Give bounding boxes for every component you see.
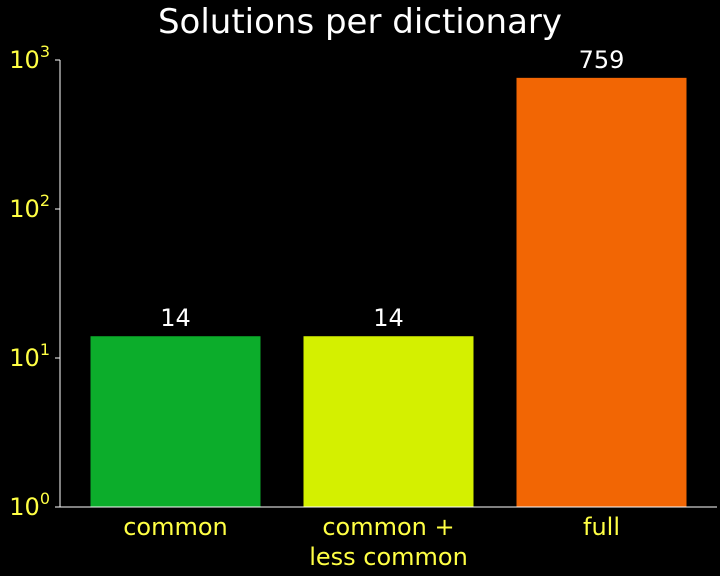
bars-group: [90, 77, 687, 507]
bar-1: [90, 336, 261, 507]
x-category-label-3: full: [583, 513, 620, 541]
x-category-label-1: common: [123, 513, 228, 541]
data-labels-group: 14 14 759: [160, 46, 624, 332]
data-label-1: 14: [160, 304, 191, 332]
x-labels-group: common common + less common full: [123, 513, 620, 571]
y-tick-label-2: 102: [9, 191, 50, 223]
chart-title: Solutions per dictionary: [158, 2, 562, 42]
axes-group: [59, 60, 717, 508]
y-tick-label-3: 103: [9, 42, 50, 74]
bar-3: [516, 77, 687, 507]
y-tick-label-1: 101: [9, 340, 50, 372]
x-category-label-2: common + less common: [309, 513, 468, 571]
data-label-3: 759: [579, 46, 625, 74]
y-tick-label-0: 100: [9, 489, 50, 521]
data-label-2: 14: [373, 304, 404, 332]
y-ticks-group: 100 101 102 103: [9, 42, 60, 521]
bar-2: [303, 336, 474, 507]
